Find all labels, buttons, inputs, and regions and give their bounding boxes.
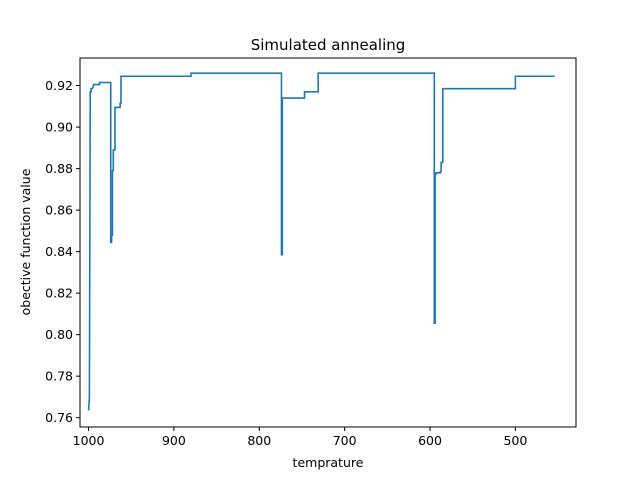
x-tick-label: 500 (503, 433, 527, 448)
y-tick-label: 0.76 (45, 410, 73, 425)
axes-frame (79, 57, 577, 428)
x-axis-label: temprature (293, 455, 364, 470)
y-tick-label: 0.92 (45, 78, 73, 93)
series-layer (87, 72, 555, 411)
series-line (87, 72, 555, 411)
y-tick-label: 0.88 (45, 161, 73, 176)
y-axis: 0.76 0.78 0.80 0.82 0.84 0.86 0.88 0.90 0.92 (45, 78, 80, 425)
y-tick-label: 0.82 (45, 286, 73, 301)
y-axis-label: obective function value (18, 168, 33, 315)
x-tick-label: 700 (333, 433, 357, 448)
plot-area (79, 57, 577, 428)
y-tick-label: 0.78 (45, 369, 73, 384)
x-tick-label: 600 (418, 433, 442, 448)
x-tick-label: 900 (162, 433, 186, 448)
x-tick-label: 1000 (73, 433, 105, 448)
chart-title: Simulated annealing (251, 36, 406, 54)
x-axis: 1000 900 800 700 600 500 (73, 427, 527, 448)
y-tick-label: 0.80 (45, 327, 73, 342)
x-tick-label: 800 (247, 433, 271, 448)
y-tick-label: 0.90 (45, 120, 73, 135)
y-tick-label: 0.84 (45, 244, 73, 259)
y-tick-label: 0.86 (45, 203, 73, 218)
